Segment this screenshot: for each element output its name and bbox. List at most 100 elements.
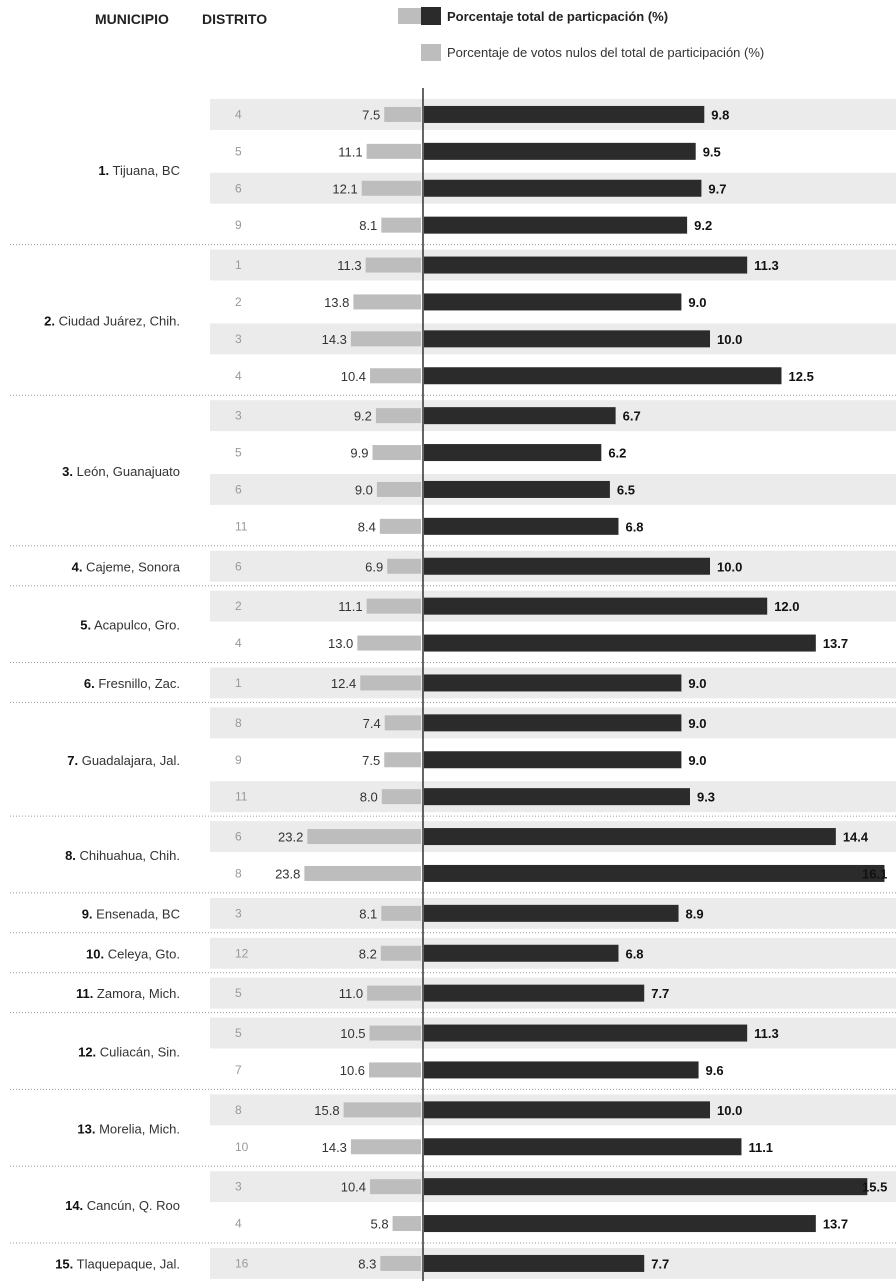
participacion-bar <box>424 1178 868 1196</box>
nulos-bar <box>365 257 421 273</box>
distrito-label: 4 <box>235 369 242 383</box>
distrito-label: 2 <box>235 599 242 613</box>
municipio-rank: 3. <box>62 464 73 479</box>
participacion-bar <box>424 105 705 123</box>
municipio-name: Tijuana, BC <box>109 163 180 178</box>
distrito-header: DISTRITO <box>202 11 267 27</box>
nulos-value-label: 14.3 <box>322 1140 347 1155</box>
municipio-rank: 2. <box>44 313 55 328</box>
municipio-rank: 9. <box>82 906 93 921</box>
nulos-bar <box>366 598 421 614</box>
distrito-label: 6 <box>235 482 242 496</box>
municipio-rank: 8. <box>65 848 76 863</box>
legend-nulos-swatch-small <box>398 8 424 24</box>
participacion-bar <box>424 1138 742 1156</box>
row-bands <box>210 99 896 1279</box>
distrito-label: 3 <box>235 332 242 346</box>
nulos-value-label: 8.1 <box>359 906 377 921</box>
municipio-name: Fresnillo, Zac. <box>95 676 180 691</box>
distrito-label: 3 <box>235 1180 242 1194</box>
municipio-label: 8. Chihuahua, Chih. <box>65 848 180 863</box>
nulos-bar <box>370 1179 421 1195</box>
nulos-bar <box>369 1025 421 1041</box>
nulos-bar <box>381 217 421 233</box>
distrito-label: 9 <box>235 753 242 767</box>
nulos-bar <box>380 1255 421 1271</box>
municipio-rank: 13. <box>77 1121 95 1136</box>
municipio-label: 5. Acapulco, Gro. <box>80 618 180 633</box>
distrito-label: 6 <box>235 181 242 195</box>
nulos-bar <box>350 331 421 347</box>
nulos-value-label: 7.4 <box>363 716 381 731</box>
nulos-bar <box>375 408 421 424</box>
participacion-value-label: 9.0 <box>688 716 706 731</box>
nulos-value-label: 12.1 <box>332 181 357 196</box>
distrito-label: 8 <box>235 716 242 730</box>
municipio-label: 2. Ciudad Juárez, Chih. <box>44 313 180 328</box>
participacion-value-label: 10.0 <box>717 559 742 574</box>
nulos-bar <box>381 905 421 921</box>
municipio-rank: 11. <box>76 986 93 1001</box>
municipio-label: 12. Culiacán, Sin. <box>78 1045 180 1060</box>
municipio-label: 9. Ensenada, BC <box>82 906 180 921</box>
nulos-bar <box>360 675 421 691</box>
municipio-label: 13. Morelia, Mich. <box>77 1121 180 1136</box>
legend-participacion-label: Porcentaje total de particpación (%) <box>447 9 668 24</box>
municipio-name: Ciudad Juárez, Chih. <box>55 313 180 328</box>
distrito-label: 9 <box>235 218 242 232</box>
municipio-name: Tlaquepaque, Jal. <box>73 1256 180 1271</box>
municipio-name: Guadalajara, Jal. <box>78 753 180 768</box>
participacion-bar <box>424 788 690 806</box>
nulos-value-label: 7.5 <box>362 107 380 122</box>
municipio-label: 1. Tijuana, BC <box>98 163 180 178</box>
participacion-bar <box>424 293 682 311</box>
nulos-bar <box>384 106 421 122</box>
participacion-value-label: 6.8 <box>625 946 643 961</box>
municipio-name: Morelia, Mich. <box>95 1121 180 1136</box>
nulos-bar <box>381 789 421 805</box>
bars: 4 7.5 9.8 5 11.1 9.5 6 12.1 9.7 9 8.1 9.2 1 11.3 11.3 2… <box>235 105 887 1272</box>
participacion-bar <box>424 828 836 846</box>
nulos-bar <box>369 1062 421 1078</box>
municipio-label: 4. Cajeme, Sonora <box>72 559 181 574</box>
participacion-bar <box>424 674 682 692</box>
distrito-label: 5 <box>235 986 242 1000</box>
municipio-rank: 14. <box>65 1198 83 1213</box>
nulos-bar <box>376 481 421 497</box>
municipio-rank: 15. <box>55 1256 73 1271</box>
municipio-name: León, Guanajuato <box>73 464 180 479</box>
participacion-value-label: 6.8 <box>625 519 643 534</box>
participacion-bar <box>424 142 696 160</box>
participacion-bar <box>424 407 616 425</box>
nulos-value-label: 8.3 <box>358 1256 376 1271</box>
participacion-value-label: 9.5 <box>703 144 721 159</box>
participacion-bar <box>424 904 679 922</box>
municipio-groups: 1. Tijuana, BC 2. Ciudad Juárez, Chih. 3. … <box>10 163 896 1271</box>
municipio-rank: 12. <box>78 1045 96 1060</box>
municipio-name: Culiacán, Sin. <box>96 1045 180 1060</box>
participacion-bar <box>424 1061 699 1079</box>
nulos-value-label: 8.1 <box>359 218 377 233</box>
participacion-value-label: 6.5 <box>617 482 635 497</box>
distrito-label: 8 <box>235 1103 242 1117</box>
distrito-label: 4 <box>235 1217 242 1231</box>
distrito-label: 8 <box>235 866 242 880</box>
participacion-bar <box>424 1215 816 1233</box>
nulos-value-label: 9.9 <box>350 446 368 461</box>
distrito-label: 1 <box>235 676 242 690</box>
nulos-bar <box>357 635 421 651</box>
participacion-value-label: 13.7 <box>823 1217 848 1232</box>
municipio-rank: 4. <box>72 559 83 574</box>
municipio-label: 11. Zamora, Mich. <box>76 986 180 1001</box>
participacion-value-label: 10.0 <box>717 332 742 347</box>
distrito-label: 16 <box>235 1256 249 1270</box>
nulos-value-label: 23.2 <box>278 830 303 845</box>
nulos-value-label: 10.6 <box>340 1063 365 1078</box>
participacion-bar <box>424 444 602 462</box>
municipio-label: 10. Celeya, Gto. <box>86 946 180 961</box>
distrito-label: 10 <box>235 1140 249 1154</box>
participacion-bar <box>424 597 768 615</box>
participacion-bar <box>424 517 619 535</box>
distrito-label: 6 <box>235 830 242 844</box>
participacion-value-label: 15.5 <box>862 1180 887 1195</box>
